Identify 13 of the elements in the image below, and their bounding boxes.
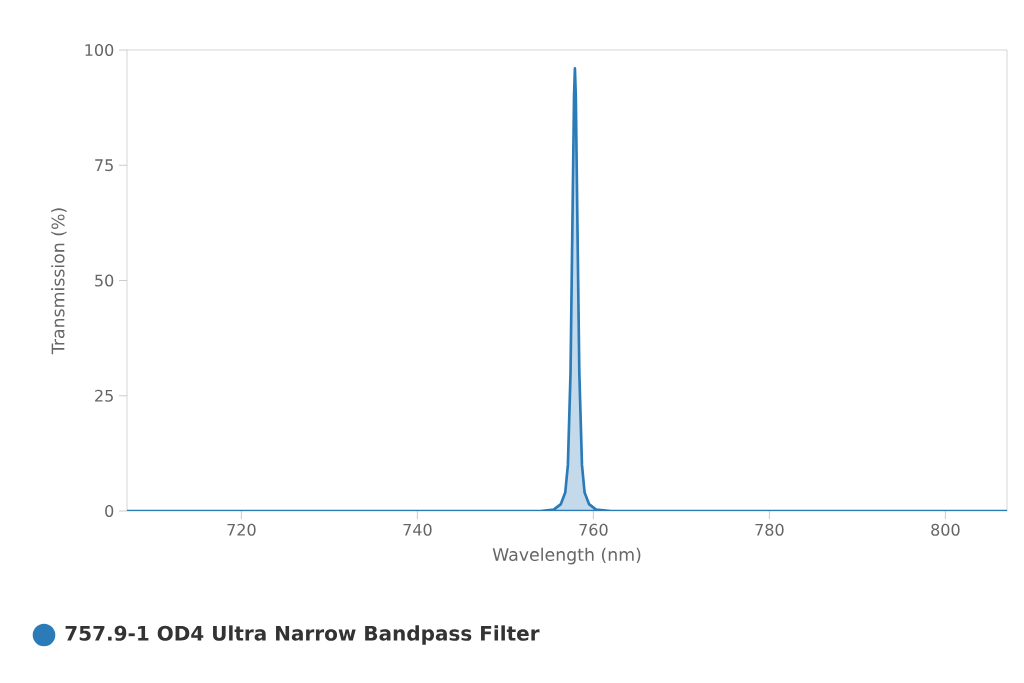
y-tick-label: 0 [105,504,114,518]
legend-label: 757.9-1 OD4 Ultra Narrow Bandpass Filter [65,625,540,645]
y-axis-title: Transmission (%) [51,208,67,355]
x-tick-label: 780 [755,523,784,536]
y-tick-label: 25 [95,389,113,402]
x-axis-title: Wavelength (nm) [492,547,641,565]
y-tick-label: 100 [85,43,114,57]
y-tick-label: 75 [95,159,113,172]
x-tick-label: 760 [579,523,608,536]
x-tick-label: 740 [403,523,432,536]
y-tick-label: 50 [95,274,114,287]
x-tick-label: 800 [931,523,960,536]
x-tick-label: 720 [227,523,256,536]
